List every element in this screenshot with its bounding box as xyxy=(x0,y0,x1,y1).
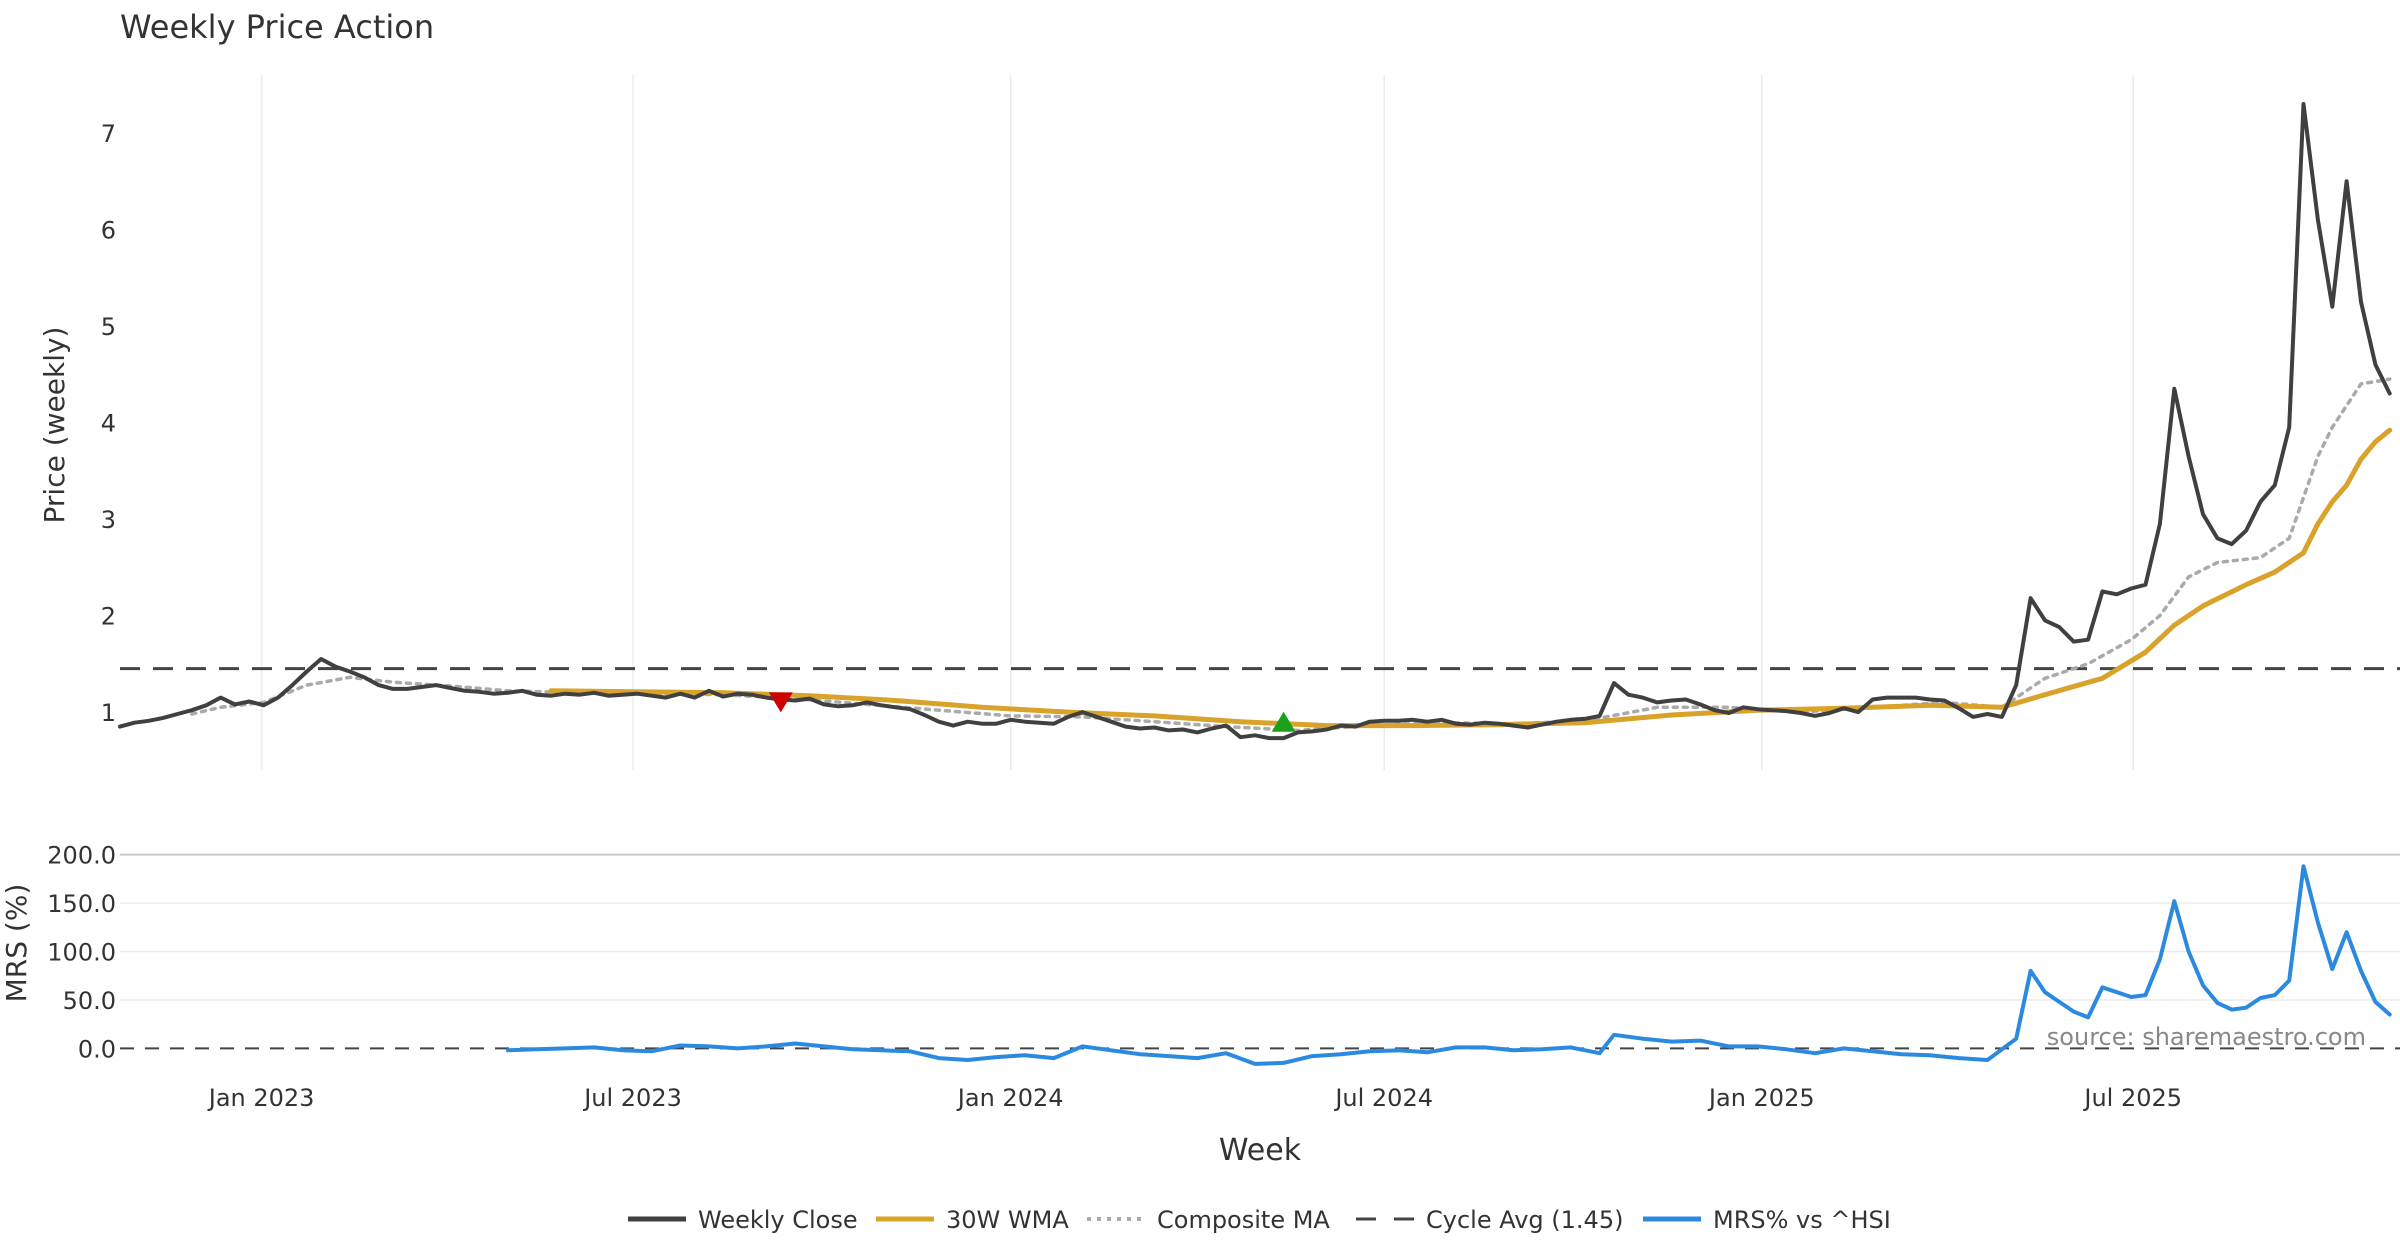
legend-item: Weekly Close xyxy=(628,1206,858,1234)
legend: Weekly Close 30W WMA Composite MA Cycle Avg… xyxy=(628,1206,1891,1234)
x-tick-label: Jan 2024 xyxy=(956,1084,1064,1112)
mrs-y-tick-label: 150.0 xyxy=(47,890,116,918)
legend-label: 30W WMA xyxy=(946,1206,1069,1234)
x-axis-label: Week xyxy=(1219,1133,1302,1168)
source-annotation: source: sharemaestro.com xyxy=(2047,1023,2366,1051)
x-tick-label: Jan 2023 xyxy=(207,1084,315,1112)
wma-30w-line xyxy=(548,427,2393,729)
legend-label: Cycle Avg (1.45) xyxy=(1426,1206,1623,1234)
price-y-tick-label: 7 xyxy=(101,120,116,148)
legend-item: MRS% vs ^HSI xyxy=(1643,1206,1891,1234)
legend-label: MRS% vs ^HSI xyxy=(1713,1206,1891,1234)
mrs-y-tick-label: 100.0 xyxy=(47,939,116,967)
price-y-tick-label: 5 xyxy=(101,313,116,341)
price-y-tick-label: 3 xyxy=(101,506,116,534)
price-y-tick-label: 2 xyxy=(101,603,116,631)
sell-signal-marker xyxy=(768,692,793,713)
buy-signal-marker xyxy=(1271,711,1296,732)
x-tick-label: Jul 2024 xyxy=(1333,1084,1433,1112)
composite-ma-line xyxy=(190,377,2392,733)
legend-label: Weekly Close xyxy=(698,1206,858,1234)
legend-item: 30W WMA xyxy=(876,1206,1069,1234)
x-tick-label: Jul 2025 xyxy=(2082,1084,2182,1112)
legend-label: Composite MA xyxy=(1157,1206,1330,1234)
chart-title: Weekly Price Action xyxy=(120,8,434,46)
mrs-panel: 0.0 50.0 100.0 150.0 200.0 MRS (%) source: s… xyxy=(0,842,2400,1066)
price-y-axis-label: Price (weekly) xyxy=(38,327,71,524)
price-y-tick-label: 1 xyxy=(101,699,116,727)
x-tick-label: Jan 2025 xyxy=(1707,1084,1815,1112)
x-axis: Jan 2023 Jul 2023 Jan 2024 Jul 2024 Jan 2025… xyxy=(207,1084,2182,1112)
price-y-tick-label: 4 xyxy=(101,410,116,438)
price-y-tick-label: 6 xyxy=(101,216,116,244)
mrs-y-tick-label: 0.0 xyxy=(78,1035,116,1063)
x-tick-label: Jul 2023 xyxy=(582,1084,682,1112)
weekly-close-line xyxy=(118,102,2392,741)
price-panel: 1 2 3 4 5 6 7 Price (weekly) xyxy=(38,75,2400,770)
mrs-y-tick-label: 200.0 xyxy=(47,842,116,870)
mrs-y-tick-label: 50.0 xyxy=(63,987,116,1015)
mrs-y-axis-label: MRS (%) xyxy=(0,884,33,1003)
legend-item: Composite MA xyxy=(1087,1206,1330,1234)
mrs-line xyxy=(505,864,2392,1066)
legend-item: Cycle Avg (1.45) xyxy=(1356,1206,1623,1234)
